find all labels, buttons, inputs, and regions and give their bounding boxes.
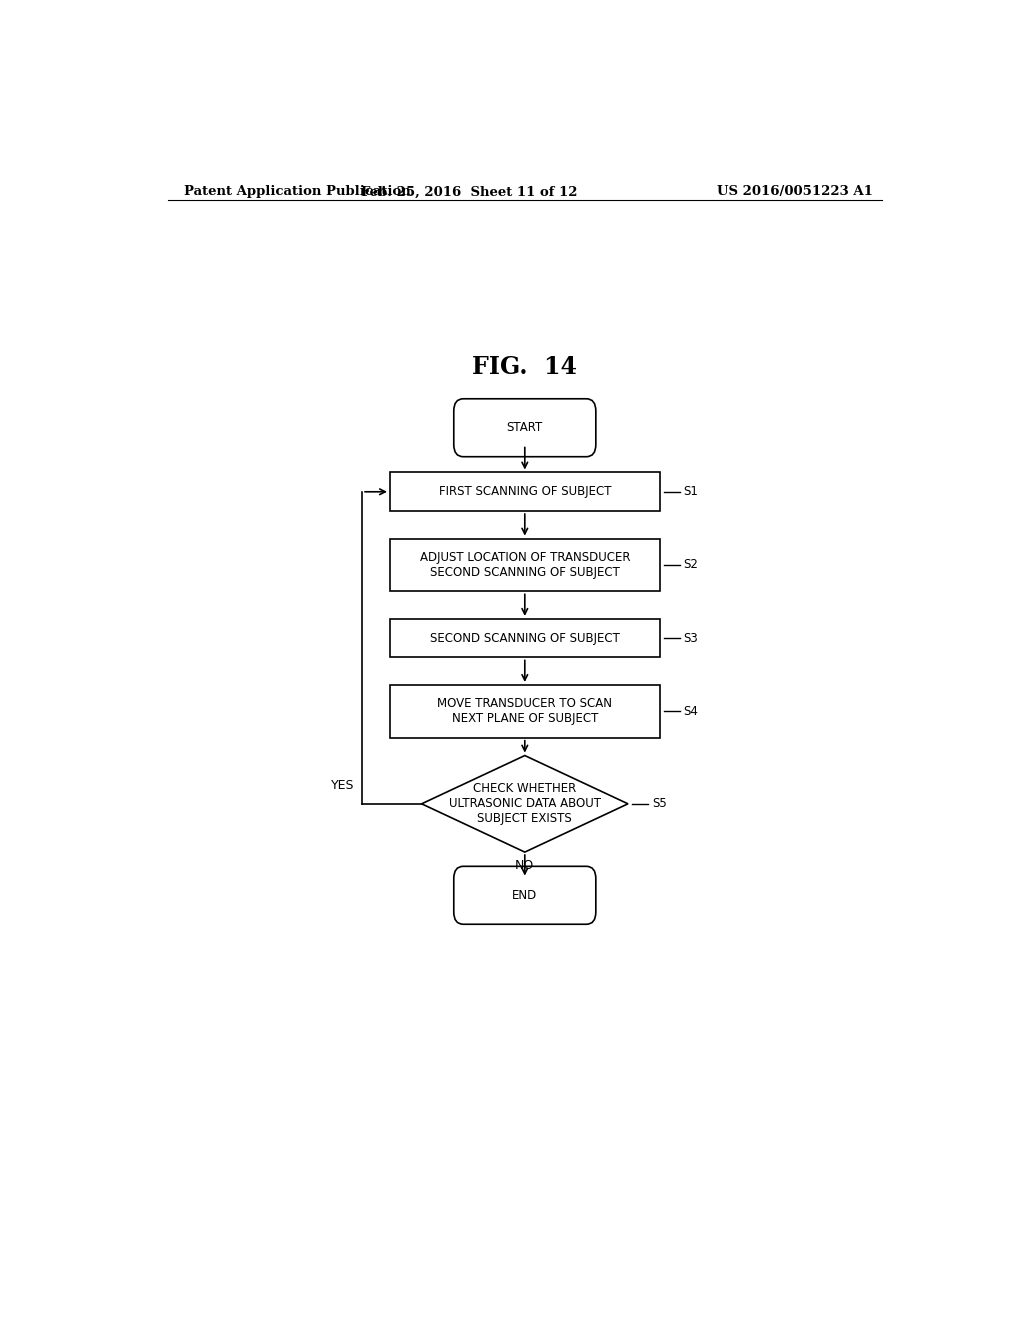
- Bar: [390, 473, 659, 511]
- Text: US 2016/0051223 A1: US 2016/0051223 A1: [717, 185, 872, 198]
- Text: END: END: [512, 888, 538, 902]
- Bar: [390, 619, 659, 657]
- Text: SECOND SCANNING OF SUBJECT: SECOND SCANNING OF SUBJECT: [430, 632, 620, 644]
- Text: FIG.  14: FIG. 14: [472, 355, 578, 379]
- Text: S4: S4: [684, 705, 698, 718]
- Text: MOVE TRANSDUCER TO SCAN
NEXT PLANE OF SUBJECT: MOVE TRANSDUCER TO SCAN NEXT PLANE OF SU…: [437, 697, 612, 725]
- Text: S5: S5: [652, 797, 667, 810]
- Text: S1: S1: [684, 486, 698, 498]
- Text: CHECK WHETHER
ULTRASONIC DATA ABOUT
SUBJECT EXISTS: CHECK WHETHER ULTRASONIC DATA ABOUT SUBJ…: [449, 783, 601, 825]
- FancyBboxPatch shape: [454, 866, 596, 924]
- Polygon shape: [422, 755, 628, 853]
- Text: S3: S3: [684, 632, 698, 644]
- Text: S2: S2: [684, 558, 698, 572]
- Text: Patent Application Publication: Patent Application Publication: [183, 185, 411, 198]
- Text: YES: YES: [331, 779, 354, 792]
- Text: Feb. 25, 2016  Sheet 11 of 12: Feb. 25, 2016 Sheet 11 of 12: [361, 185, 578, 198]
- Text: NO: NO: [515, 859, 535, 871]
- Bar: [390, 539, 659, 591]
- Text: FIRST SCANNING OF SUBJECT: FIRST SCANNING OF SUBJECT: [438, 486, 611, 498]
- Bar: [390, 685, 659, 738]
- Text: ADJUST LOCATION OF TRANSDUCER
SECOND SCANNING OF SUBJECT: ADJUST LOCATION OF TRANSDUCER SECOND SCA…: [420, 550, 630, 579]
- Text: START: START: [507, 421, 543, 434]
- FancyBboxPatch shape: [454, 399, 596, 457]
